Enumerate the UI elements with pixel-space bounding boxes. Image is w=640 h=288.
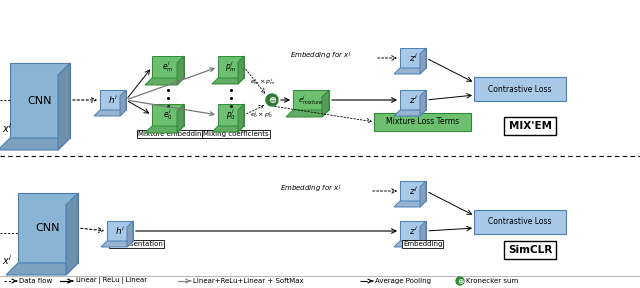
Polygon shape: [145, 78, 184, 85]
Text: $z^i$: $z^i$: [408, 225, 417, 237]
Polygon shape: [101, 241, 133, 247]
Text: ⊕: ⊕: [457, 276, 463, 285]
Polygon shape: [238, 104, 244, 132]
Text: MIX'EM: MIX'EM: [509, 121, 552, 131]
Polygon shape: [218, 104, 244, 126]
Polygon shape: [177, 104, 184, 133]
Text: $z^i$: $z^i$: [408, 94, 417, 106]
Polygon shape: [420, 90, 426, 116]
Text: $e^i_0$: $e^i_0$: [163, 107, 173, 122]
Polygon shape: [400, 221, 426, 241]
Polygon shape: [10, 63, 70, 138]
Polygon shape: [127, 221, 133, 247]
Polygon shape: [152, 104, 184, 126]
Polygon shape: [177, 56, 184, 85]
Polygon shape: [293, 90, 329, 110]
Polygon shape: [420, 48, 426, 74]
Polygon shape: [94, 110, 126, 116]
Polygon shape: [18, 193, 78, 263]
Text: Mixture Loss Terms: Mixture Loss Terms: [386, 118, 459, 126]
Polygon shape: [107, 221, 133, 241]
Text: $e^i_{mixture}$: $e^i_{mixture}$: [298, 93, 324, 107]
Text: Embedding for $x^j$: Embedding for $x^j$: [280, 183, 342, 195]
FancyBboxPatch shape: [474, 210, 566, 234]
Polygon shape: [6, 263, 78, 275]
Polygon shape: [400, 48, 426, 68]
FancyBboxPatch shape: [374, 113, 471, 131]
Text: $z^j$: $z^j$: [408, 185, 417, 197]
Polygon shape: [58, 63, 70, 150]
Text: Embedding: Embedding: [403, 241, 442, 247]
Text: Linear+ReLu+Linear + SoftMax: Linear+ReLu+Linear + SoftMax: [193, 278, 303, 284]
Polygon shape: [420, 181, 426, 207]
Text: CNN: CNN: [28, 96, 52, 105]
Text: $x^i$: $x^i$: [2, 121, 12, 135]
Text: Kronecker sum: Kronecker sum: [466, 278, 518, 284]
Text: ⊕: ⊕: [268, 95, 276, 105]
Text: CNN: CNN: [36, 223, 60, 233]
Text: $h^i$: $h^i$: [108, 94, 118, 106]
Polygon shape: [400, 90, 426, 110]
FancyBboxPatch shape: [474, 77, 566, 101]
Text: Mixing coefficients: Mixing coefficients: [203, 131, 269, 137]
Polygon shape: [394, 241, 426, 247]
Text: Data flow: Data flow: [19, 278, 52, 284]
Text: SimCLR: SimCLR: [508, 245, 552, 255]
Text: Average Pooling: Average Pooling: [375, 278, 431, 284]
Polygon shape: [238, 56, 244, 84]
Text: $h^i$: $h^i$: [115, 225, 125, 237]
Text: $z^j$: $z^j$: [408, 52, 417, 64]
Polygon shape: [394, 68, 426, 74]
Text: Representation: Representation: [110, 241, 163, 247]
Polygon shape: [212, 78, 244, 84]
Polygon shape: [120, 90, 126, 116]
Text: Contrastive Loss: Contrastive Loss: [488, 217, 552, 226]
Text: $x^i$: $x^i$: [2, 253, 12, 267]
Polygon shape: [66, 193, 78, 275]
Text: $e^i_m \times p^i_m$: $e^i_m \times p^i_m$: [250, 76, 276, 87]
Polygon shape: [100, 90, 126, 110]
Circle shape: [266, 94, 278, 106]
Polygon shape: [0, 138, 70, 150]
Polygon shape: [218, 56, 244, 78]
Text: $e^i_0 \times p^i_0$: $e^i_0 \times p^i_0$: [250, 109, 273, 120]
Polygon shape: [286, 110, 329, 117]
Polygon shape: [152, 56, 184, 78]
Circle shape: [456, 277, 464, 285]
Polygon shape: [322, 90, 329, 117]
Text: $p^i_m$: $p^i_m$: [225, 60, 237, 75]
Text: $p^i_0$: $p^i_0$: [226, 107, 236, 122]
Polygon shape: [212, 126, 244, 132]
Text: Mixture embeddings: Mixture embeddings: [138, 131, 210, 137]
Text: Contrastive Loss: Contrastive Loss: [488, 84, 552, 94]
Polygon shape: [394, 110, 426, 116]
Polygon shape: [420, 221, 426, 247]
Polygon shape: [400, 181, 426, 201]
Text: $e^i_m$: $e^i_m$: [162, 60, 174, 75]
Text: Embedding for $x^j$: Embedding for $x^j$: [290, 50, 351, 62]
Text: Linear❘ReLu❘Linear: Linear❘ReLu❘Linear: [75, 278, 147, 285]
Polygon shape: [394, 201, 426, 207]
Polygon shape: [145, 126, 184, 133]
